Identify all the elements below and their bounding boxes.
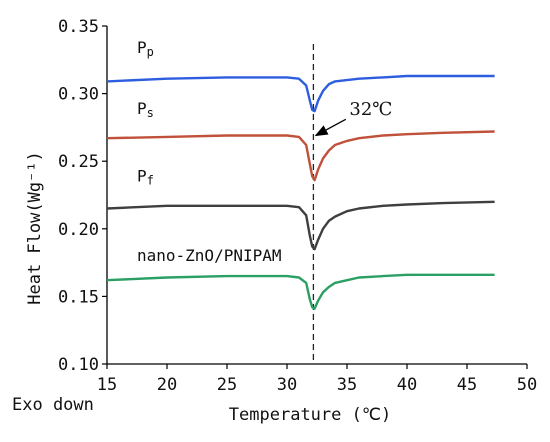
series-label-Ps: Ps — [137, 99, 154, 120]
x-axis-title: Temperature (℃) — [229, 405, 391, 425]
x-tick-label: 20 — [157, 375, 177, 395]
y-tick-label: 0.35 — [58, 17, 99, 37]
series-line-nano-ZnO/PNIPAM — [106, 273, 495, 310]
x-tick-label: 15 — [97, 375, 117, 395]
x-tick-label: 25 — [217, 375, 237, 395]
x-tick-label: 30 — [277, 375, 297, 395]
series-line-Pp — [106, 74, 495, 113]
y-axis-title: Heat Flow(Wg⁻¹) — [25, 151, 45, 305]
y-tick-label: 0.10 — [58, 355, 99, 375]
x-tick-label: 35 — [337, 375, 357, 395]
series-group — [106, 74, 495, 310]
plot-frame — [106, 26, 527, 365]
y-tick-label: 0.30 — [58, 85, 99, 105]
x-tick-label: 50 — [517, 375, 537, 395]
x-tick-label: 45 — [457, 375, 477, 395]
reference-line-group: 32℃ — [312, 44, 392, 364]
series-label-Pf: Pf — [137, 166, 154, 187]
series-label-Pp: Pp — [137, 38, 154, 59]
y-tick-label: 0.25 — [58, 152, 99, 172]
series-label-nano-ZnO/PNIPAM: nano-ZnO/PNIPAM — [137, 246, 282, 265]
x-tick-label: 40 — [397, 375, 417, 395]
y-tick-label: 0.20 — [58, 220, 99, 240]
y-tick-label: 0.15 — [58, 287, 99, 307]
tick-group: 15 20 25 30 35 40 45 50 0.10 0.15 0.20 0.25 0.30 0.35 — [58, 17, 537, 395]
series-line-Pf — [106, 200, 495, 251]
annotation-arrow — [314, 118, 347, 137]
series-line-Ps — [106, 130, 495, 182]
annotation-label: 32℃ — [349, 99, 392, 120]
corner-label: Exo down — [12, 395, 94, 415]
series-label-group: Pp Ps Pf nano-ZnO/PNIPAM — [137, 38, 282, 265]
